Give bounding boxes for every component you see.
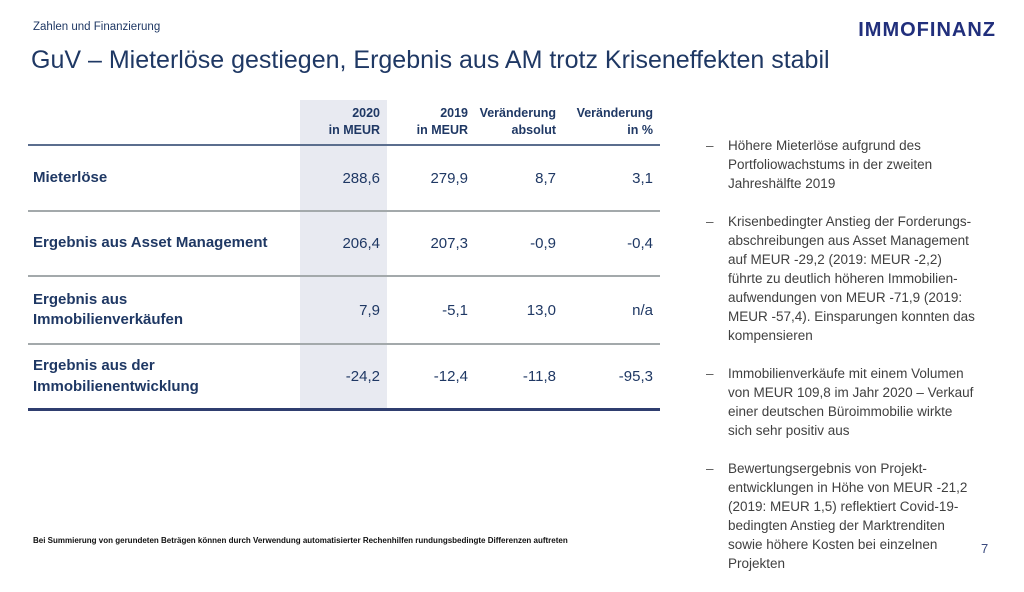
table-row: Ergebnis aus Asset Management 206,4 207,…: [28, 212, 660, 277]
bullet-text: Immobilienverkäufe mit einem Volumen von…: [728, 366, 974, 438]
cell-change-percent: 3,1: [632, 169, 653, 187]
cell-2020: 206,4: [342, 235, 380, 252]
header-2020: 2020 in MEUR: [328, 105, 380, 138]
section-label: Zahlen und Finanzierung: [33, 21, 161, 33]
cell-change-absolute: 8,7: [535, 169, 556, 187]
cell-change-percent: -0,4: [627, 235, 653, 252]
highlight-2020-column: [300, 100, 387, 411]
table-header-row: 2020 in MEUR 2019 in MEUR Veränderung ab…: [28, 100, 660, 146]
dash-bullet-marker: –: [706, 366, 714, 381]
cell-2019: 207,3: [430, 235, 468, 252]
immofinanz-logo: IMMOFINANZ: [858, 19, 996, 41]
row-label: Ergebnis aus der Immobilienentwicklung: [33, 357, 199, 395]
cell-2020: -24,2: [345, 368, 380, 385]
cell-2019: -5,1: [442, 301, 468, 319]
row-label: Ergebnis aus Immobilienverkäufen: [33, 290, 184, 328]
cell-change-percent: n/a: [632, 301, 653, 319]
header-change-absolute: Veränderung absolut: [479, 105, 556, 138]
row-label: Ergebnis aus Asset Management: [33, 234, 268, 252]
cell-change-percent: -95,3: [618, 368, 653, 385]
row-label: Mieterlöse: [33, 168, 108, 186]
header-change-percent: Veränderung in %: [576, 105, 653, 138]
bullet-text: Höhere Mieterlöse aufgrund des Portfolio…: [728, 138, 933, 191]
list-item: – Immobilienverkäufe mit einem Volumen v…: [706, 364, 1006, 440]
bullet-text: Krisenbedingter Anstieg der Forderungs- …: [728, 214, 975, 343]
header-spacer: [28, 140, 300, 144]
page-title: GuV – Mieterlöse gestiegen, Ergebnis aus…: [31, 46, 830, 74]
table-row: Ergebnis aus Immobilienverkäufen 7,9 -5,…: [28, 277, 660, 345]
dash-bullet-marker: –: [706, 461, 714, 476]
cell-2019: -12,4: [433, 368, 468, 385]
footnote: Bei Summierung von gerundeten Beträgen k…: [33, 536, 568, 545]
slide: Zahlen und Finanzierung IMMOFINANZ GuV –…: [28, 19, 996, 571]
header-2019: 2019 in MEUR: [416, 105, 468, 138]
table-row: Ergebnis aus der Immobilienentwicklung -…: [28, 345, 660, 411]
page-number: 7: [981, 541, 989, 556]
list-item: – Krisenbedingter Anstieg der Forderungs…: [706, 212, 1006, 345]
cell-2020: 7,9: [359, 301, 380, 319]
cell-change-absolute: -0,9: [530, 235, 556, 252]
cell-2020: 288,6: [342, 169, 380, 187]
commentary-list: – Höhere Mieterlöse aufgrund des Portfol…: [706, 136, 1006, 592]
pnl-table: 2020 in MEUR 2019 in MEUR Veränderung ab…: [28, 100, 660, 411]
cell-change-absolute: -11,8: [522, 368, 556, 385]
cell-change-absolute: 13,0: [526, 301, 556, 319]
list-item: – Bewertungsergebnis von Projekt- entwic…: [706, 459, 1006, 573]
table-row: Mieterlöse 288,6 279,9 8,7 3,1: [28, 146, 660, 212]
dash-bullet-marker: –: [706, 138, 714, 153]
dash-bullet-marker: –: [706, 214, 714, 229]
cell-2019: 279,9: [430, 169, 468, 187]
list-item: – Höhere Mieterlöse aufgrund des Portfol…: [706, 136, 1006, 193]
bullet-text: Bewertungsergebnis von Projekt- entwickl…: [728, 461, 968, 571]
